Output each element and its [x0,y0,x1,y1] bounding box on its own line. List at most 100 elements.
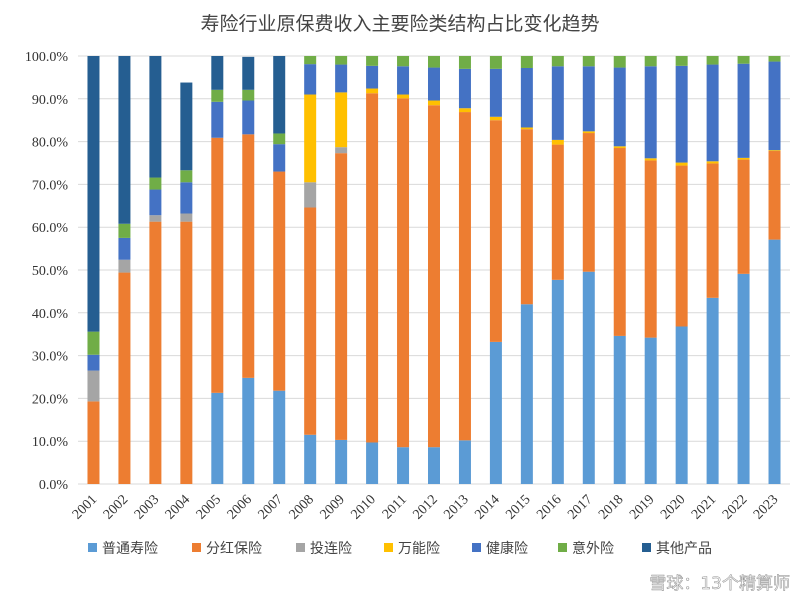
bar-segment [520,129,533,305]
bar-segment [644,337,657,484]
bar-segment [644,56,657,67]
bar-segment [768,151,781,240]
x-tick-label: 2013 [441,492,471,522]
bar-segment [489,116,502,121]
bar-segment [489,68,502,117]
bar-segment [118,223,131,238]
bar-segment [211,56,224,90]
bar-segment [180,82,193,171]
bar-segment [428,100,440,106]
x-tick-label: 2021 [689,492,719,522]
bar-segment [613,148,626,336]
bar-segment [428,56,440,68]
x-axis-ticks: 2001 2002 2003 2004 2005 2006 2007 2008 2009 2010… [70,492,781,522]
bar-segment [304,434,317,484]
bar-segment [737,273,750,484]
bar-segment [520,56,533,68]
x-tick-label: 2017 [565,492,595,522]
bar-segment [335,92,348,148]
y-tick-label: 80.0% [32,136,69,151]
x-tick-label: 2010 [349,492,379,522]
legend-label: 意外险 [572,540,614,557]
bar-segment [149,189,162,216]
x-tick-label: 2008 [287,492,317,522]
bars [87,56,781,485]
watermark: 雪球：13个精算师 [649,574,790,593]
bar-segment [180,213,193,222]
bar-segment [273,133,286,145]
y-tick-label: 20.0% [32,392,69,407]
bar-segment [118,259,131,273]
bar-segment [489,120,502,342]
x-tick-label: 2004 [163,492,193,522]
bar-segment [242,89,255,101]
bar-segment [613,146,626,149]
bar-segment [706,163,719,298]
bar-segment [180,221,193,485]
legend-swatch [88,543,97,552]
bar-segment [87,56,100,332]
bar-segment [768,56,781,62]
x-tick-label: 2005 [194,492,224,522]
y-tick-label: 30.0% [32,350,69,365]
x-tick-label: 2009 [318,492,348,522]
bar-segment [520,127,533,130]
bar-segment [87,331,100,355]
bar-segment [706,297,719,484]
bar-segment [613,56,626,68]
bar-segment [458,112,471,441]
y-tick-label: 0.0% [39,478,69,493]
bar-segment [582,56,595,67]
bar-segment [149,221,162,485]
legend-label: 分红保险 [206,541,262,557]
bar-segment [366,442,379,484]
bar-segment [87,354,100,371]
legend-swatch [472,543,481,552]
bar-segment [768,150,781,152]
x-tick-label: 2006 [225,492,255,522]
x-tick-label: 2015 [503,492,533,522]
bar-segment [706,64,719,162]
legend-label: 其他产品 [656,541,712,557]
bar-segment [675,56,688,66]
bar-segment [118,237,131,260]
bar-segment [397,66,410,95]
bar-segment [366,65,379,89]
bar-segment [613,335,626,484]
bar-segment [489,56,502,69]
bar-segment [304,94,317,183]
x-tick-label: 2002 [101,492,131,522]
x-tick-label: 2018 [596,492,626,522]
bar-segment [304,207,317,435]
legend-swatch [642,543,651,552]
legend-swatch [192,543,201,552]
bar-segment [149,215,162,222]
bar-segment [551,56,564,67]
bar-segment [242,56,255,90]
bar-segment [675,65,688,163]
bar-segment [644,158,657,161]
x-tick-label: 2007 [256,492,286,522]
legend-label: 万能险 [398,541,440,557]
bar-segment [768,61,781,151]
bar-segment [242,377,255,484]
bar-segment [273,56,286,134]
legend-swatch [296,543,305,552]
bar-segment [335,439,348,484]
bar-segment [428,67,440,101]
bar-segment [397,94,410,99]
bar-segment [118,272,131,484]
legend-label: 投连险 [310,541,352,557]
bar-segment [582,271,595,484]
chart-title: 寿险行业原保费收入主要险类结构占比变化趋势 [200,13,599,35]
bar-segment [551,279,564,484]
x-tick-label: 2014 [472,492,502,522]
bar-segment [335,56,348,65]
bar-segment [335,147,348,154]
bar-segment [551,139,564,145]
bar-segment [304,182,317,208]
bar-segment [520,304,533,484]
y-tick-label: 70.0% [32,178,69,193]
bar-segment [737,157,750,160]
y-tick-label: 50.0% [32,264,69,279]
